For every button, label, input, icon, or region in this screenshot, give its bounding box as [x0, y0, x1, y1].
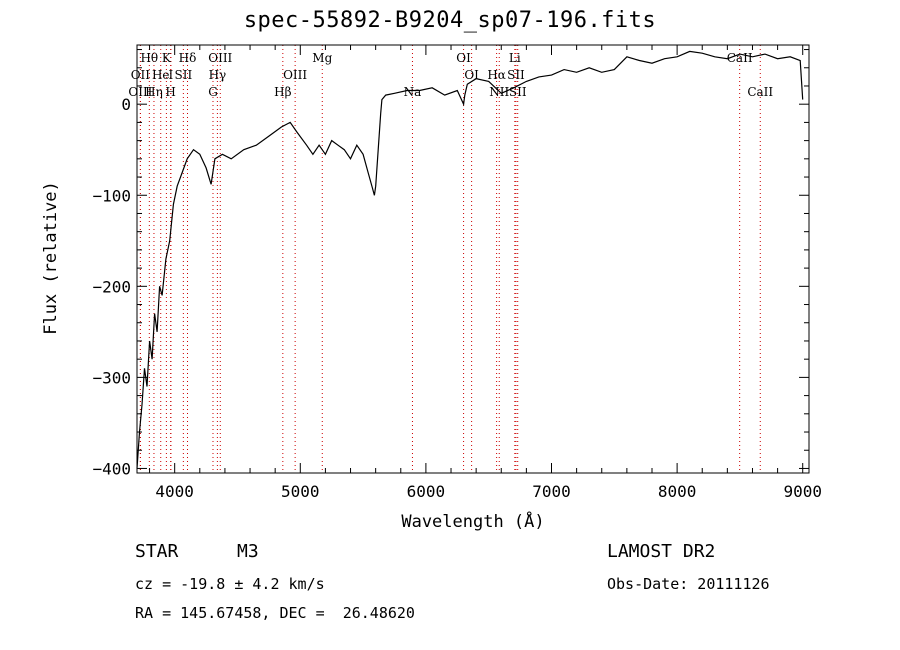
line-marker-label: OIII — [283, 68, 307, 82]
x-tick-label: 5000 — [281, 482, 320, 501]
line-marker-label: K — [162, 51, 172, 65]
object-subclass: M3 — [237, 541, 259, 562]
line-marker-label: He — [152, 68, 170, 82]
line-marker-label: SII — [174, 68, 192, 82]
object-class: STAR — [135, 541, 179, 562]
line-marker-label: OII — [131, 68, 151, 82]
coordinates-text: RA = 145.67458, DEC = 26.48620 — [135, 604, 415, 622]
y-tick-label: −200 — [92, 277, 131, 296]
observation-date: Obs-Date: 20111126 — [607, 575, 770, 593]
line-marker-label: OI — [456, 51, 471, 65]
line-marker-label: Hγ — [209, 68, 227, 82]
line-marker-label: Mg — [312, 51, 332, 65]
spectrum-line — [136, 50, 804, 469]
x-tick-label: 9000 — [783, 482, 822, 501]
line-marker-label: I — [169, 68, 174, 82]
line-marker-label: SII — [509, 85, 527, 99]
redshift-text: cz = -19.8 ± 4.2 km/s — [135, 575, 325, 593]
plot-frame — [136, 44, 810, 474]
line-marker-label: Li — [509, 51, 521, 65]
line-marker-layer — [139, 45, 761, 473]
line-marker-label: Hη — [145, 85, 163, 99]
line-marker-label: Hα — [487, 68, 506, 82]
x-axis-label: Wavelength (Å) — [401, 512, 545, 532]
y-tick-label: −400 — [92, 459, 131, 478]
line-marker-label: OI — [464, 68, 479, 82]
line-marker-label: NII — [489, 85, 509, 99]
line-marker-label: G — [208, 85, 218, 99]
y-axis-label: Flux (relative) — [41, 181, 61, 335]
y-tick-label: −100 — [92, 186, 131, 205]
line-marker-label: CaII — [747, 85, 773, 99]
line-marker-label: Hθ — [140, 51, 158, 65]
line-marker-label: OIII — [208, 51, 232, 65]
x-tick-label: 7000 — [532, 482, 571, 501]
y-tick-label: −300 — [92, 368, 131, 387]
line-marker-label: Hβ — [274, 85, 291, 99]
line-marker-label: SII — [507, 68, 525, 82]
line-marker-label: Na — [404, 85, 422, 99]
chart-title: spec-55892-B9204_sp07-196.fits — [243, 8, 657, 33]
x-tick-label: 6000 — [407, 482, 446, 501]
x-tick-label: 4000 — [155, 482, 194, 501]
line-marker-label: CaII — [727, 51, 753, 65]
axes-layer: 4000 5000 6000 7000 8000 9000 0 −100 −200 −300 −40… — [92, 44, 822, 501]
series-layer — [136, 50, 804, 469]
y-tick-label: 0 — [121, 95, 131, 114]
survey-name: LAMOST DR2 — [607, 541, 716, 562]
line-marker-label: Hδ — [179, 51, 197, 65]
x-tick-label: 8000 — [658, 482, 697, 501]
line-marker-label: OIII — [128, 85, 152, 99]
line-marker-label: H — [165, 85, 175, 99]
